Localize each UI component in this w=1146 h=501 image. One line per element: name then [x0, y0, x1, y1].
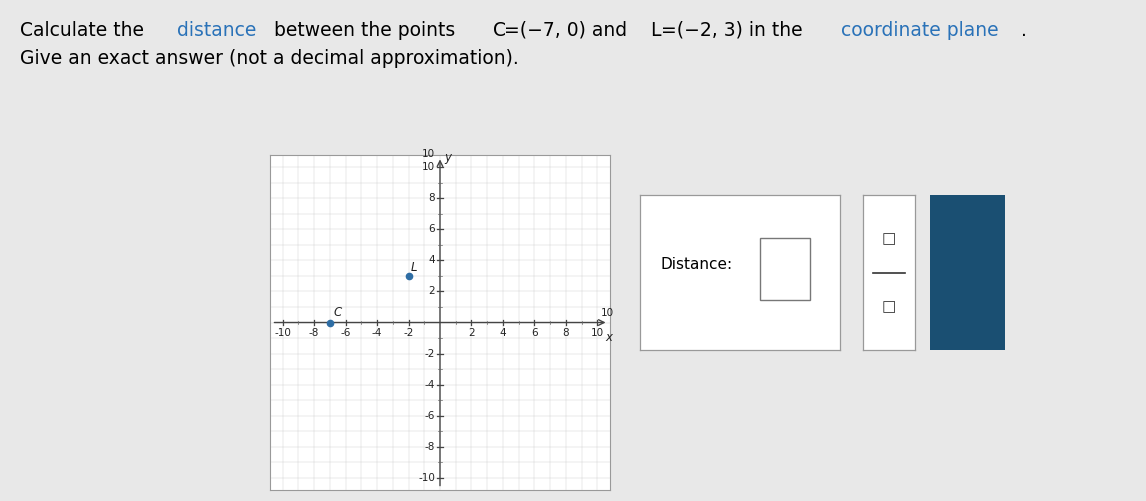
Text: -10: -10 — [418, 472, 435, 482]
Text: -6: -6 — [340, 328, 351, 338]
Text: -8: -8 — [309, 328, 320, 338]
Text: x: x — [605, 331, 612, 344]
Text: 10: 10 — [591, 328, 604, 338]
Text: coordinate plane: coordinate plane — [841, 21, 999, 40]
FancyBboxPatch shape — [760, 238, 810, 301]
Text: Distance:: Distance: — [660, 257, 732, 272]
Text: □: □ — [881, 231, 896, 246]
Text: -6: -6 — [425, 410, 435, 420]
Text: =(−7, 0) and: =(−7, 0) and — [504, 21, 633, 40]
Text: L: L — [411, 261, 417, 274]
Text: -2: -2 — [403, 328, 414, 338]
Text: 10: 10 — [422, 162, 435, 172]
Text: 2: 2 — [469, 328, 474, 338]
Text: between the points: between the points — [267, 21, 461, 40]
Text: Give an exact answer (not a decimal approximation).: Give an exact answer (not a decimal appr… — [19, 49, 519, 68]
Text: C: C — [493, 21, 505, 40]
Text: 2: 2 — [429, 287, 435, 297]
Text: Calculate the: Calculate the — [19, 21, 150, 40]
Text: -4: -4 — [371, 328, 383, 338]
Text: 8: 8 — [563, 328, 570, 338]
Text: □: □ — [881, 299, 896, 314]
Text: 6: 6 — [531, 328, 537, 338]
Text: 6: 6 — [429, 224, 435, 234]
Text: -8: -8 — [425, 441, 435, 451]
Text: distance: distance — [178, 21, 257, 40]
Text: =(−2, 3) in the: =(−2, 3) in the — [661, 21, 809, 40]
Text: -10: -10 — [274, 328, 291, 338]
Text: 4: 4 — [500, 328, 507, 338]
Text: .: . — [1021, 21, 1027, 40]
Text: -2: -2 — [425, 349, 435, 359]
Text: C: C — [333, 306, 342, 319]
Text: L: L — [650, 21, 660, 40]
Text: 4: 4 — [429, 256, 435, 266]
Text: 8: 8 — [429, 193, 435, 203]
Text: 10: 10 — [601, 308, 613, 318]
Text: 10: 10 — [422, 149, 435, 159]
Text: y: y — [445, 151, 452, 164]
Text: -4: -4 — [425, 380, 435, 390]
